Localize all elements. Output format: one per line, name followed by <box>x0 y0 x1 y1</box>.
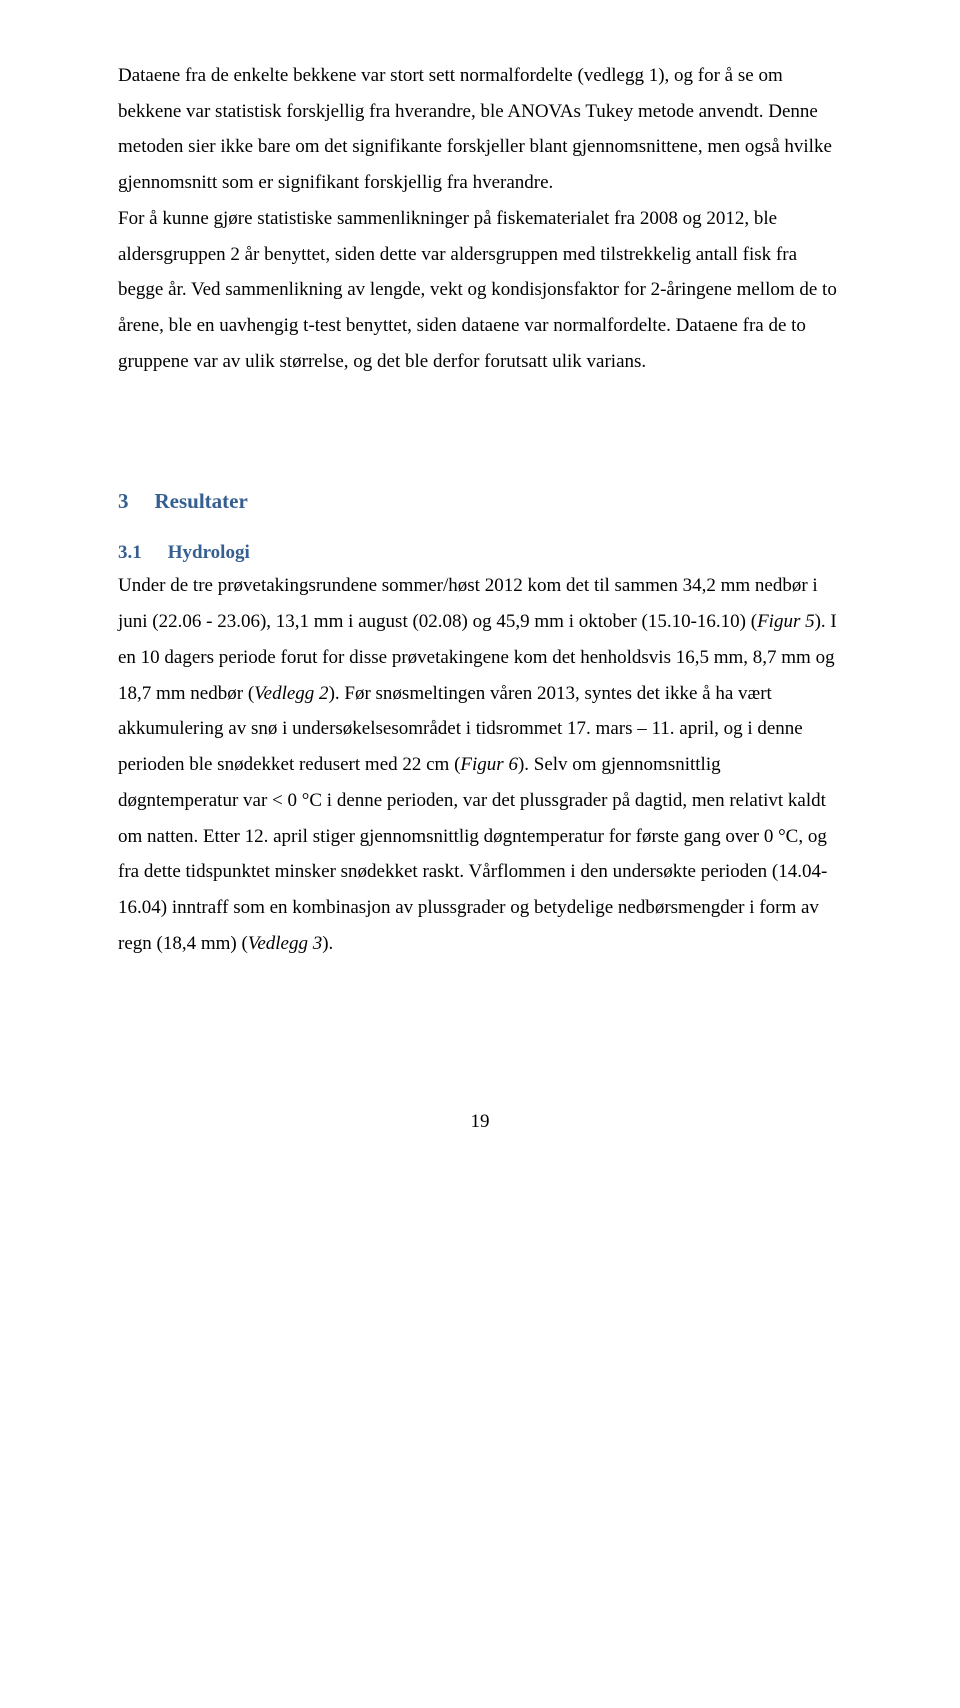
section-heading-resultater: 3 Resultater <box>118 489 842 514</box>
paragraph-text: ). <box>322 933 333 954</box>
subsection-heading-hydrologi: 3.1 Hydrologi <box>118 542 842 564</box>
subsection-number: 3.1 <box>118 542 142 564</box>
paragraph-text: For å kunne gjøre statistiske sammenlikn… <box>118 208 837 372</box>
document-page: Dataene fra de enkelte bekkene var stort… <box>0 0 960 1173</box>
appendix-ref: Vedlegg 3 <box>248 933 322 954</box>
figure-ref: Figur 6 <box>460 754 518 775</box>
paragraph-text: ). Selv om gjennomsnittlig døgntemperatu… <box>118 754 827 954</box>
body-paragraph-2: For å kunne gjøre statistiske sammenlikn… <box>118 201 842 380</box>
section-title: Resultater <box>155 489 248 513</box>
section-number: 3 <box>118 489 129 514</box>
subsection-title: Hydrologi <box>168 542 250 563</box>
page-number: 19 <box>118 1111 842 1133</box>
body-paragraph-3: Under de tre prøvetakingsrundene sommer/… <box>118 568 842 961</box>
figure-ref: Figur 5 <box>757 611 815 632</box>
body-paragraph-1: Dataene fra de enkelte bekkene var stort… <box>118 58 842 201</box>
paragraph-text: Under de tre prøvetakingsrundene sommer/… <box>118 575 818 632</box>
paragraph-text: Dataene fra de enkelte bekkene var stort… <box>118 65 832 193</box>
appendix-ref: Vedlegg 2 <box>254 683 328 704</box>
